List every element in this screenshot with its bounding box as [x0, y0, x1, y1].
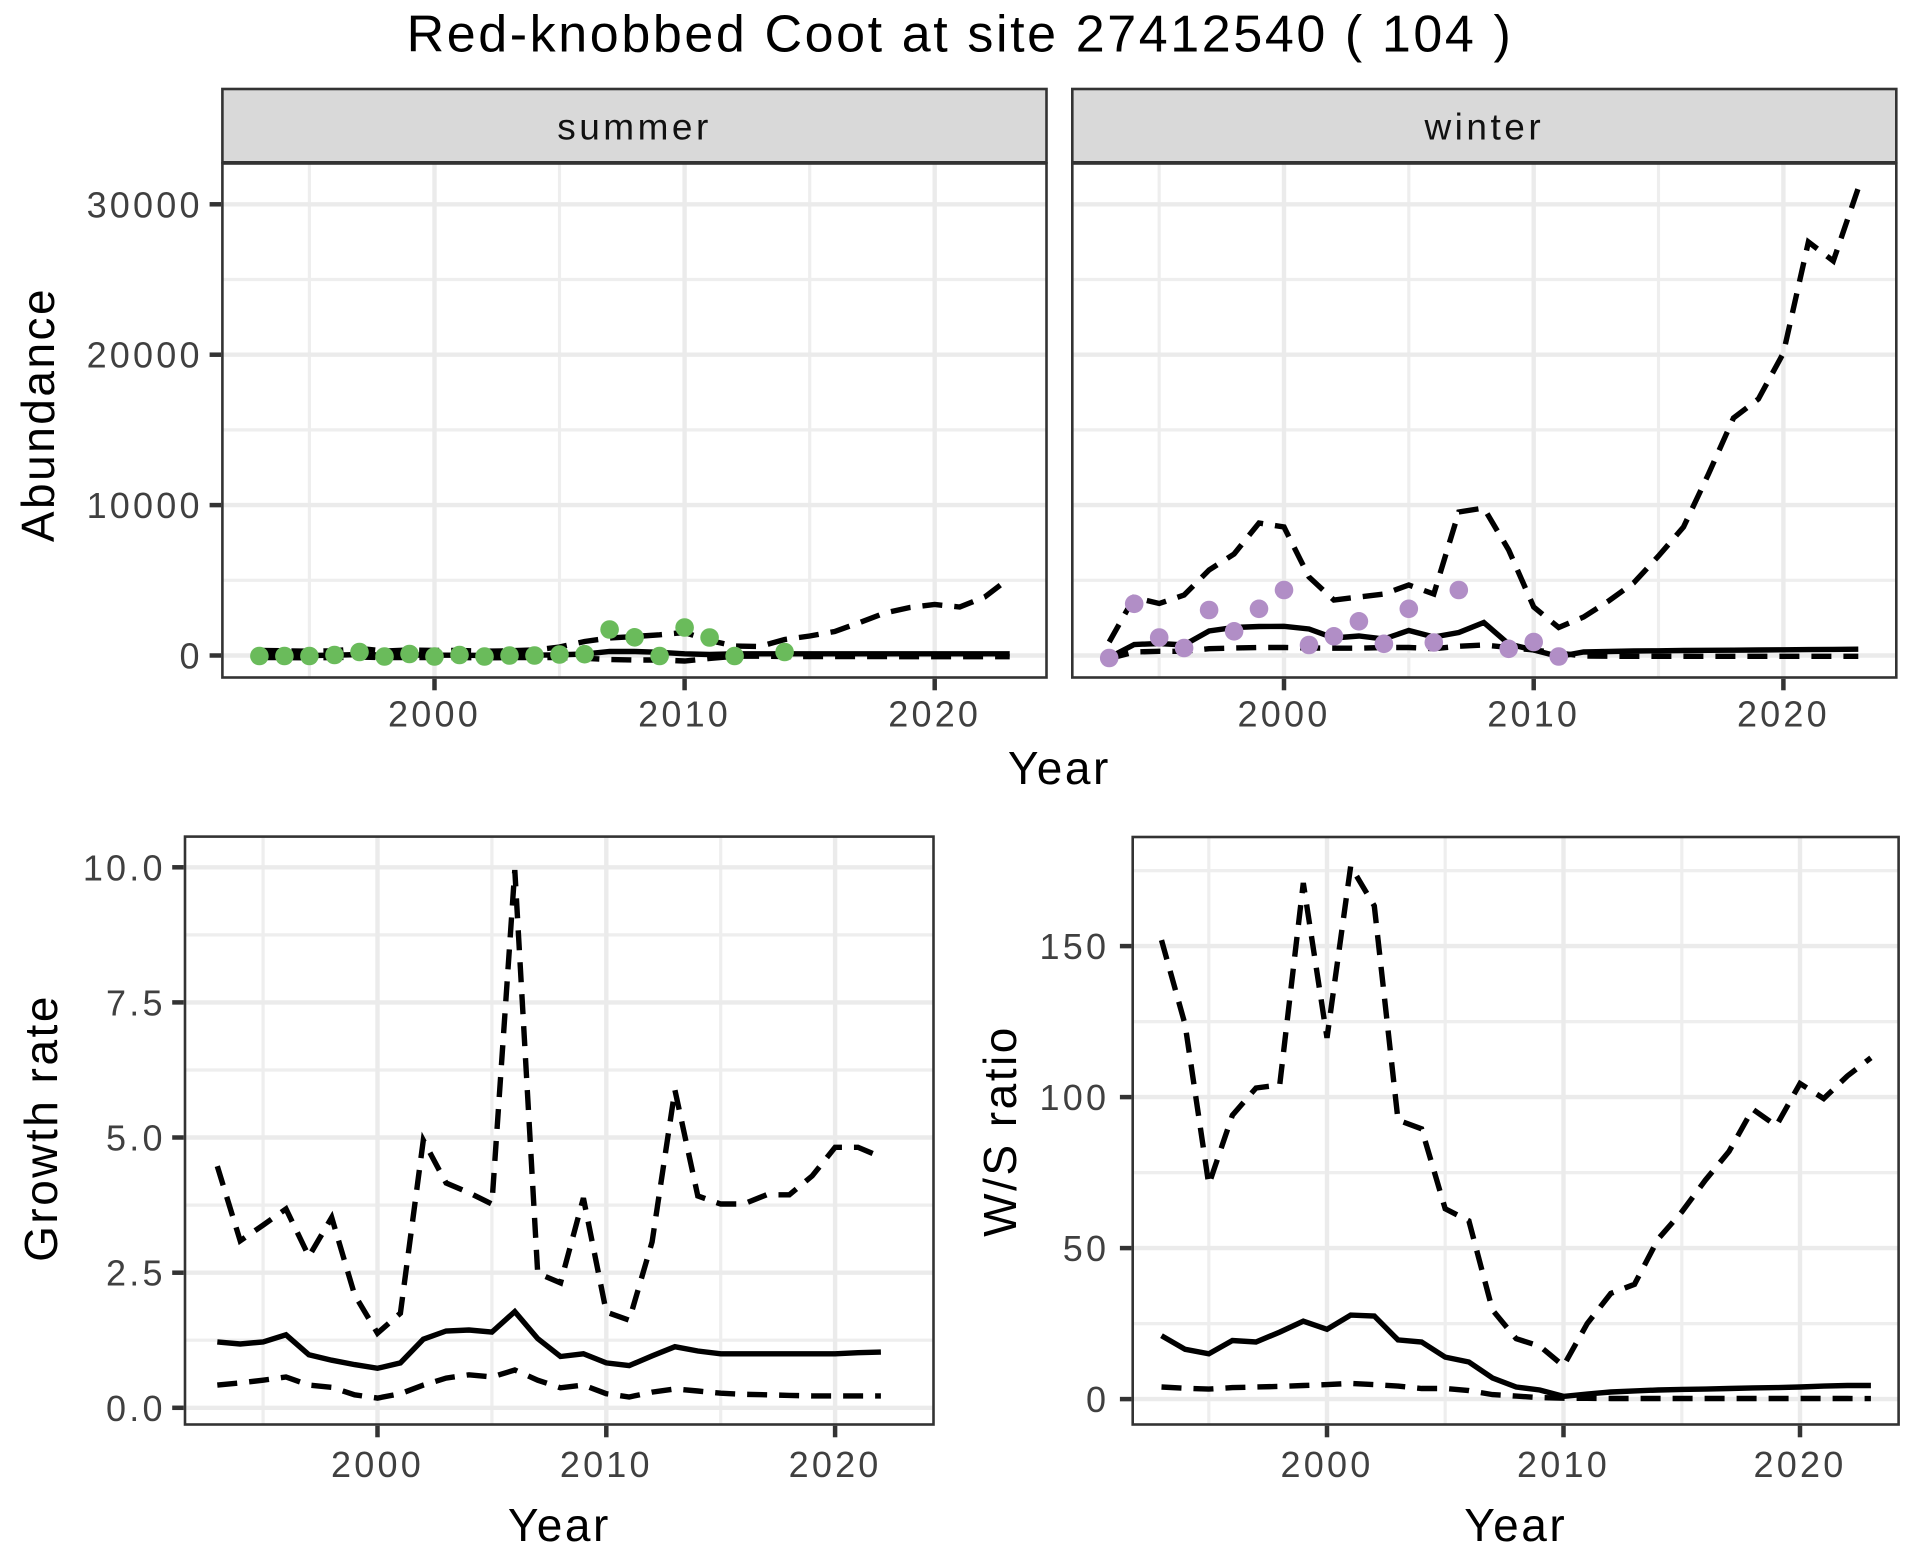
- svg-text:2020: 2020: [1754, 1444, 1847, 1485]
- svg-text:W/S ratio: W/S ratio: [974, 1025, 1026, 1237]
- svg-text:150: 150: [1040, 926, 1110, 967]
- svg-text:2000: 2000: [331, 1444, 424, 1485]
- svg-text:winter: winter: [1423, 106, 1544, 147]
- svg-text:Red-knobbed Coot at site 27412: Red-knobbed Coot at site 27412540 ( 104 …: [407, 6, 1514, 64]
- svg-text:Growth rate: Growth rate: [15, 994, 67, 1262]
- svg-text:2020: 2020: [1737, 693, 1830, 734]
- svg-text:Year: Year: [1008, 742, 1111, 794]
- svg-text:2.5: 2.5: [106, 1253, 166, 1294]
- svg-text:0.0: 0.0: [106, 1388, 166, 1429]
- svg-text:2020: 2020: [789, 1444, 882, 1485]
- svg-text:Year: Year: [508, 1499, 611, 1551]
- svg-text:2000: 2000: [388, 693, 481, 734]
- svg-text:5.0: 5.0: [106, 1118, 166, 1159]
- svg-text:Year: Year: [1464, 1499, 1567, 1551]
- svg-text:20000: 20000: [87, 335, 203, 376]
- svg-text:2010: 2010: [560, 1444, 653, 1485]
- svg-text:Abundance: Abundance: [12, 287, 64, 542]
- svg-text:30000: 30000: [87, 184, 203, 225]
- svg-text:0: 0: [179, 636, 202, 677]
- svg-text:2000: 2000: [1281, 1444, 1374, 1485]
- svg-text:7.5: 7.5: [106, 982, 166, 1023]
- svg-text:10000: 10000: [87, 485, 203, 526]
- svg-text:2010: 2010: [1517, 1444, 1610, 1485]
- svg-text:10.0: 10.0: [83, 847, 166, 888]
- svg-text:50: 50: [1063, 1228, 1109, 1269]
- svg-text:2010: 2010: [638, 693, 731, 734]
- svg-text:2000: 2000: [1238, 693, 1331, 734]
- svg-text:100: 100: [1040, 1077, 1110, 1118]
- svg-text:2010: 2010: [1487, 693, 1580, 734]
- svg-text:0: 0: [1086, 1379, 1109, 1420]
- svg-text:summer: summer: [557, 106, 712, 147]
- svg-text:2020: 2020: [888, 693, 981, 734]
